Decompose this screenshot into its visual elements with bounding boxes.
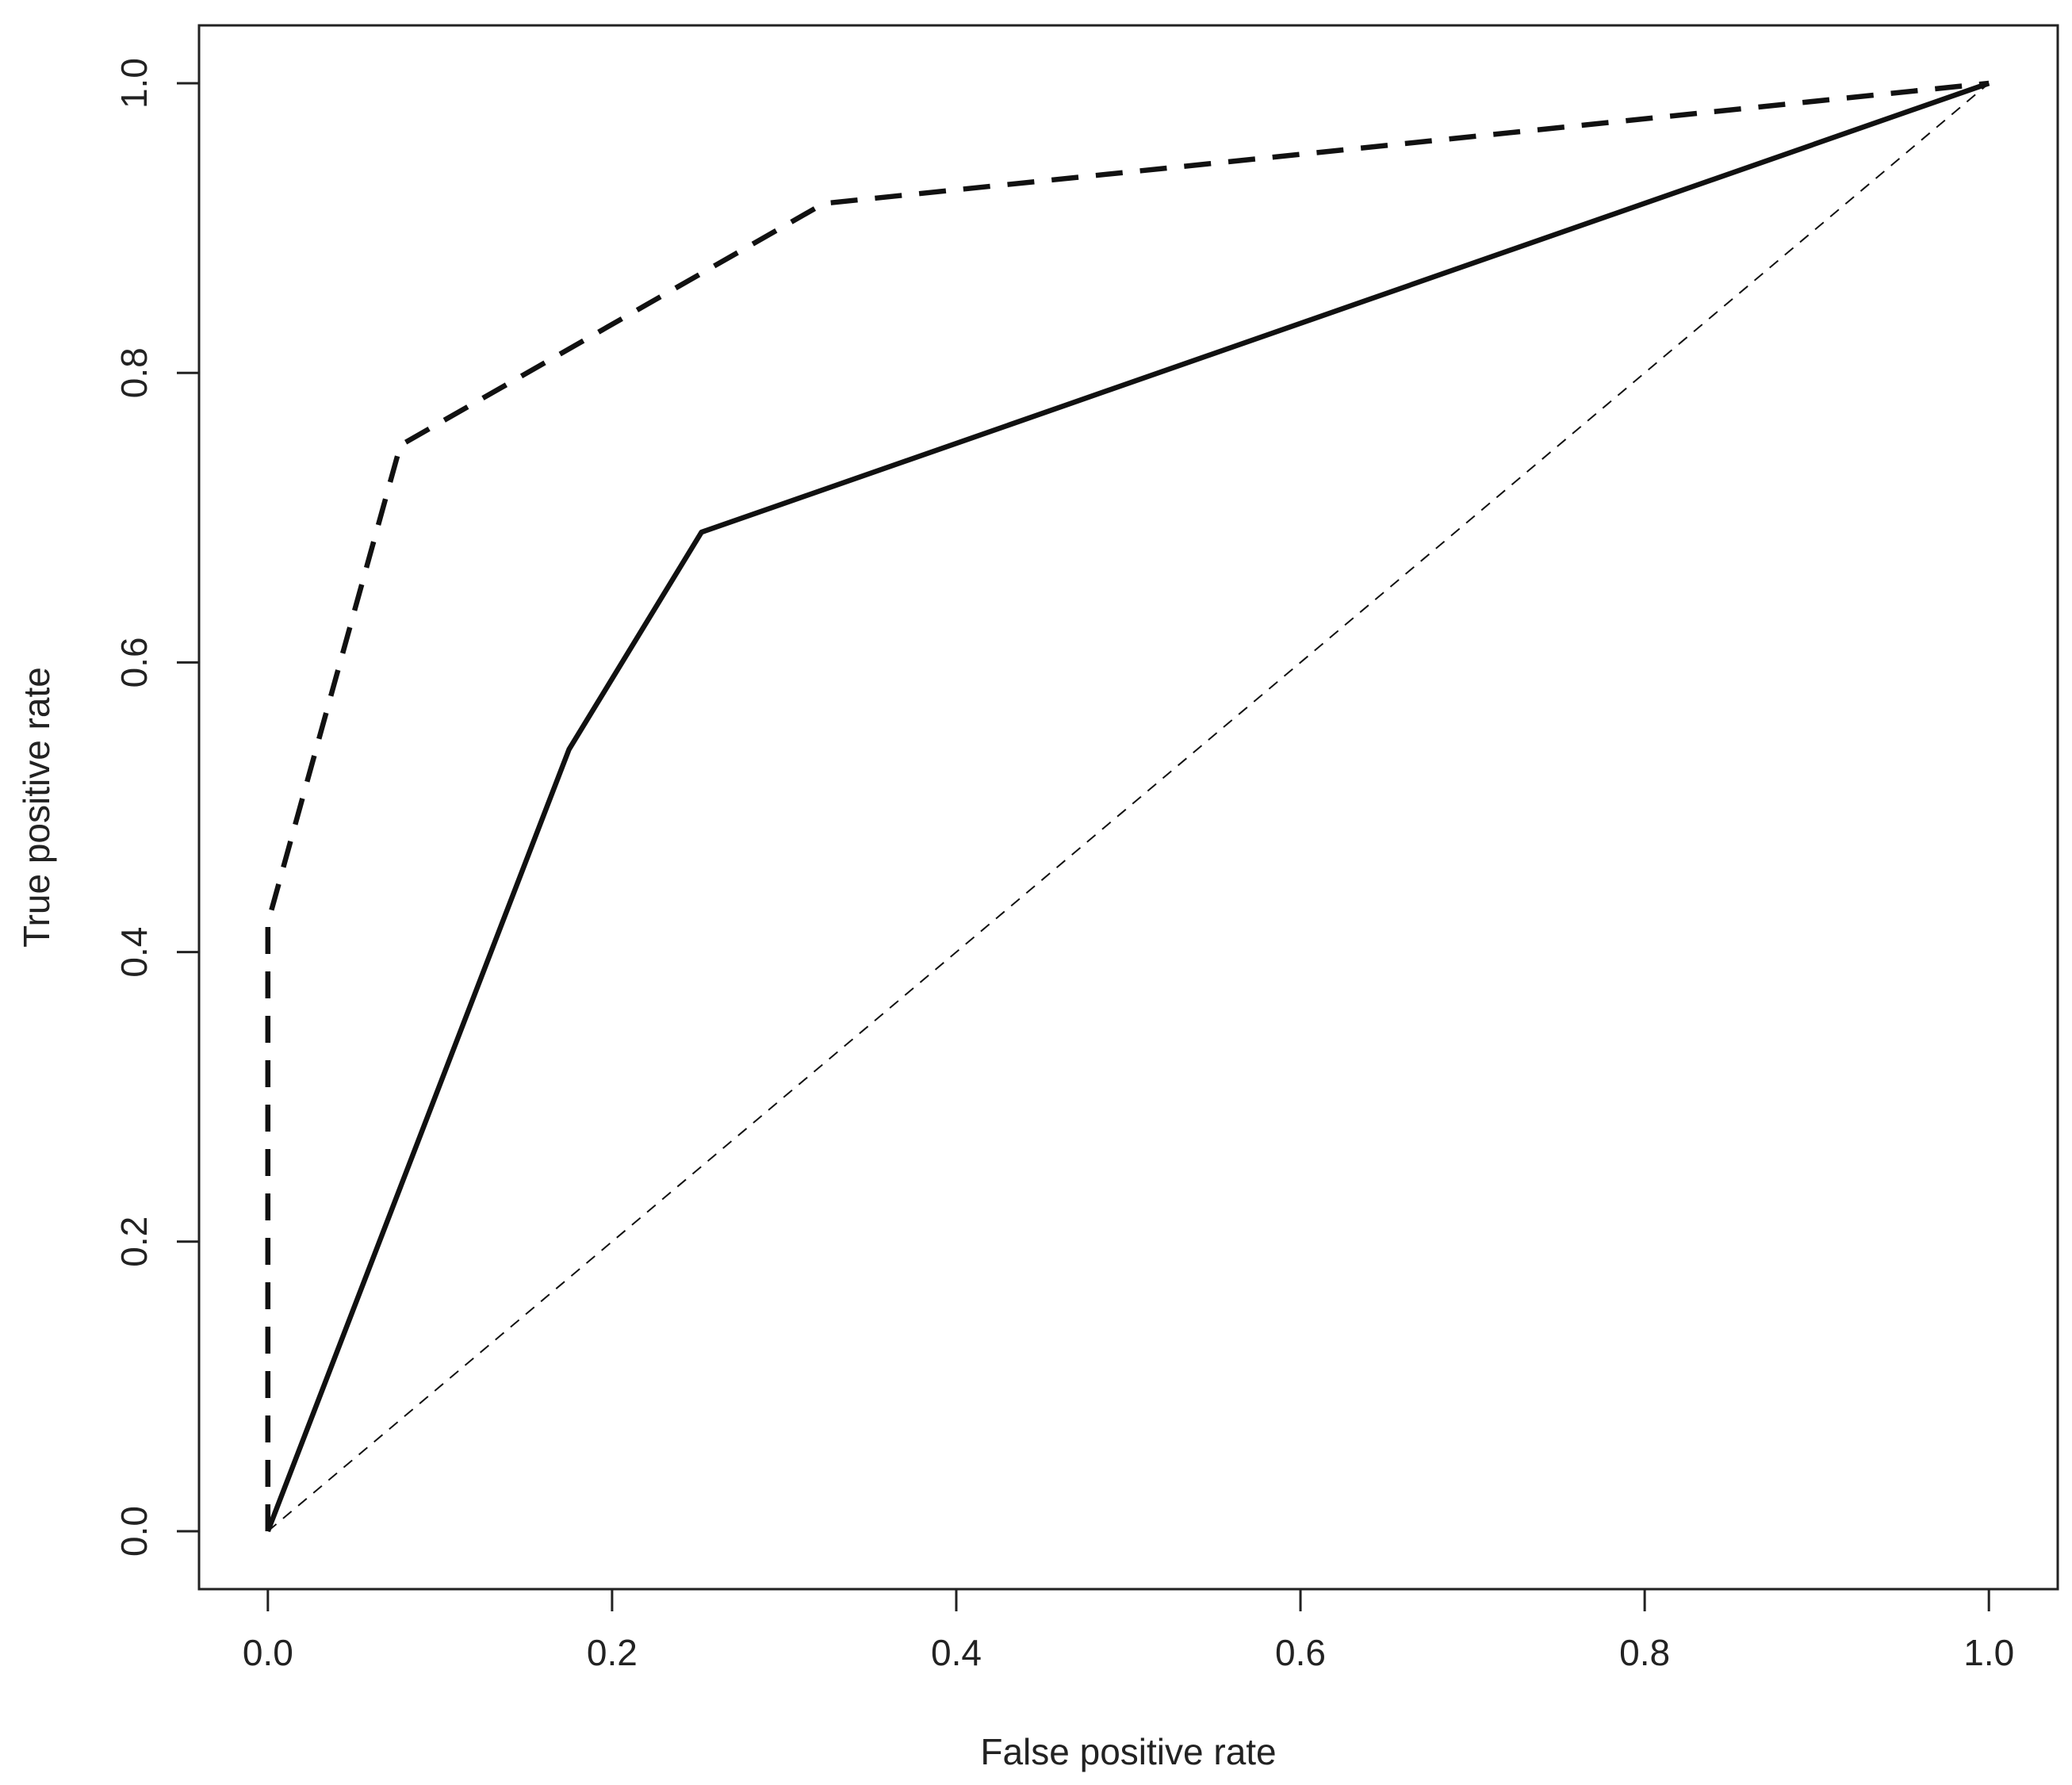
y-tick-label: 1.0 xyxy=(113,58,155,109)
series-layer xyxy=(265,80,1990,1533)
plot-frame xyxy=(197,24,2059,1591)
plot-area xyxy=(197,24,2059,1591)
y-tick-label: 0.8 xyxy=(113,347,155,398)
y-axis-title: True positive rate xyxy=(16,667,57,948)
x-axis: 0.0 0.2 0.4 0.6 0.8 1.0 xyxy=(243,1588,2014,1673)
y-tick-label: 0.2 xyxy=(113,1216,155,1267)
series-line-dashed xyxy=(265,80,1990,1531)
x-tick-label: 0.0 xyxy=(243,1632,293,1673)
series-line-thin-dashed xyxy=(267,82,1990,1532)
x-tick-label: 0.4 xyxy=(931,1632,982,1673)
x-tick-label: 0.8 xyxy=(1619,1632,1670,1673)
x-tick-label: 1.0 xyxy=(1963,1632,2014,1673)
y-tick-label: 0.6 xyxy=(113,637,155,688)
x-axis-title: False positive rate xyxy=(980,1731,1276,1772)
series-line-solid xyxy=(265,80,1990,1533)
y-axis: 0.0 0.2 0.4 0.6 0.8 1.0 xyxy=(113,58,201,1557)
x-tick-label: 0.6 xyxy=(1275,1632,1326,1673)
y-tick-label: 0.4 xyxy=(113,927,155,978)
y-tick-label: 0.0 xyxy=(113,1506,155,1557)
x-tick-label: 0.2 xyxy=(587,1632,638,1673)
